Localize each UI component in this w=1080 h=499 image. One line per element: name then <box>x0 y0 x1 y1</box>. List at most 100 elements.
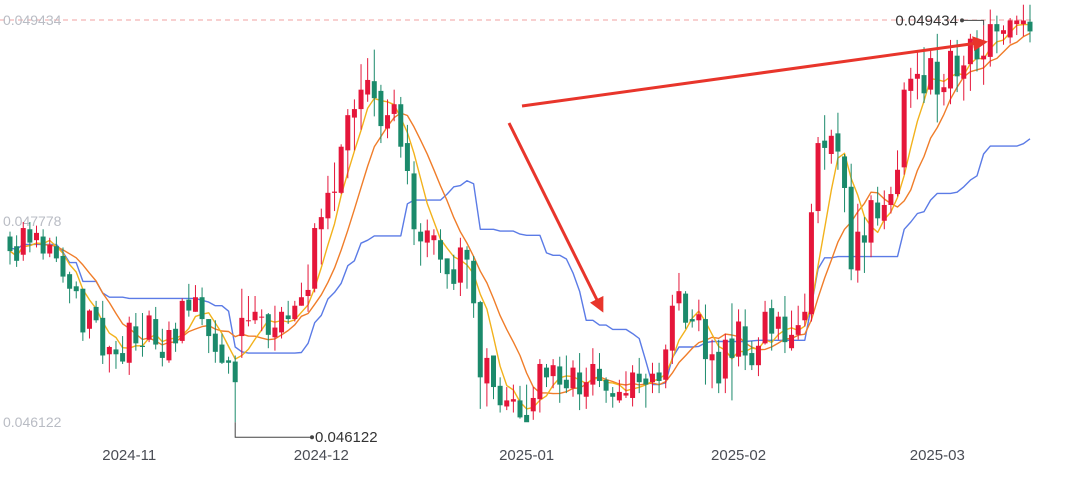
candle-body <box>722 339 728 379</box>
candle <box>239 288 245 358</box>
candle-body <box>67 274 73 289</box>
candle-body <box>33 232 39 241</box>
candle-body <box>570 367 576 389</box>
candle <box>133 313 139 351</box>
candle-body <box>338 146 344 193</box>
candle-body <box>762 311 768 344</box>
candle-body <box>219 344 225 363</box>
high-leader-line <box>962 19 985 26</box>
candle-body <box>855 231 861 271</box>
candle-body <box>47 245 53 254</box>
candle-body <box>1007 20 1013 38</box>
candle <box>603 377 609 403</box>
candle <box>120 336 126 364</box>
candle <box>457 237 463 297</box>
candle <box>484 348 490 407</box>
candle <box>775 311 781 340</box>
candle <box>351 99 357 151</box>
candle-body <box>749 353 755 366</box>
candle <box>769 299 775 351</box>
candle <box>974 30 980 72</box>
candle <box>332 162 338 212</box>
candle-body <box>252 311 258 321</box>
candle-body <box>7 236 13 252</box>
candle <box>762 300 768 345</box>
candle-body <box>934 61 940 95</box>
candle <box>298 282 304 306</box>
candle <box>842 154 848 213</box>
candle <box>577 353 583 411</box>
candle-body <box>1020 20 1026 25</box>
candle <box>477 300 483 409</box>
candle-body <box>636 373 642 383</box>
candle-body <box>100 317 106 356</box>
candle-body <box>676 291 682 304</box>
candle <box>596 353 602 388</box>
candle <box>669 294 675 364</box>
candle <box>245 296 251 327</box>
candle <box>941 73 947 106</box>
candle-body <box>86 310 92 329</box>
candle-body <box>769 308 775 334</box>
candle-body <box>232 361 238 383</box>
candle-body <box>40 236 46 254</box>
candle-body <box>186 299 192 311</box>
candle-body <box>517 400 523 418</box>
candle <box>543 363 549 388</box>
candle-body <box>464 249 470 260</box>
candle-body <box>928 58 934 90</box>
candle-body <box>279 311 285 333</box>
candle-body <box>603 379 609 391</box>
candle-body <box>881 204 887 221</box>
candle-body <box>265 314 271 335</box>
candle <box>510 384 516 413</box>
candle-body <box>789 334 795 349</box>
candle <box>1020 4 1026 37</box>
candle <box>676 272 682 311</box>
candle <box>192 285 198 312</box>
candle <box>610 387 616 408</box>
candle <box>994 15 1000 54</box>
candle <box>292 300 298 322</box>
candle-body <box>941 87 947 93</box>
candle <box>159 328 165 367</box>
candle <box>689 309 695 328</box>
candle <box>822 115 828 170</box>
candle <box>491 355 497 400</box>
candle <box>166 321 172 363</box>
candle <box>570 360 576 397</box>
candle <box>186 283 192 317</box>
candle <box>636 357 642 394</box>
candle-body <box>120 353 126 362</box>
candle-body <box>259 316 265 318</box>
candle-body <box>1014 20 1020 25</box>
candle-body <box>226 360 232 363</box>
high-leader-dot <box>960 18 964 23</box>
candle-body <box>332 191 338 193</box>
candle <box>226 356 232 374</box>
candle <box>583 367 589 409</box>
candle-body <box>139 345 145 347</box>
candle <box>60 247 66 283</box>
candle-body <box>577 372 583 395</box>
y-tick-label: 0.046122 <box>3 414 62 430</box>
candle-body <box>663 349 669 380</box>
candle-body <box>444 258 450 275</box>
candle <box>464 246 470 289</box>
candle-body <box>683 293 689 323</box>
candle-body <box>961 65 967 79</box>
candle-body <box>491 355 497 388</box>
candle-body <box>451 269 457 284</box>
candle-body <box>775 316 781 329</box>
candle <box>7 231 13 265</box>
candle <box>471 255 477 318</box>
candle <box>371 49 377 117</box>
candle-body <box>623 393 629 396</box>
candle-body <box>391 104 397 114</box>
candle <box>808 203 814 322</box>
candle <box>504 387 510 411</box>
candle <box>93 300 99 323</box>
candle-body <box>93 306 99 321</box>
candle-body <box>590 363 596 385</box>
candle <box>517 385 523 419</box>
